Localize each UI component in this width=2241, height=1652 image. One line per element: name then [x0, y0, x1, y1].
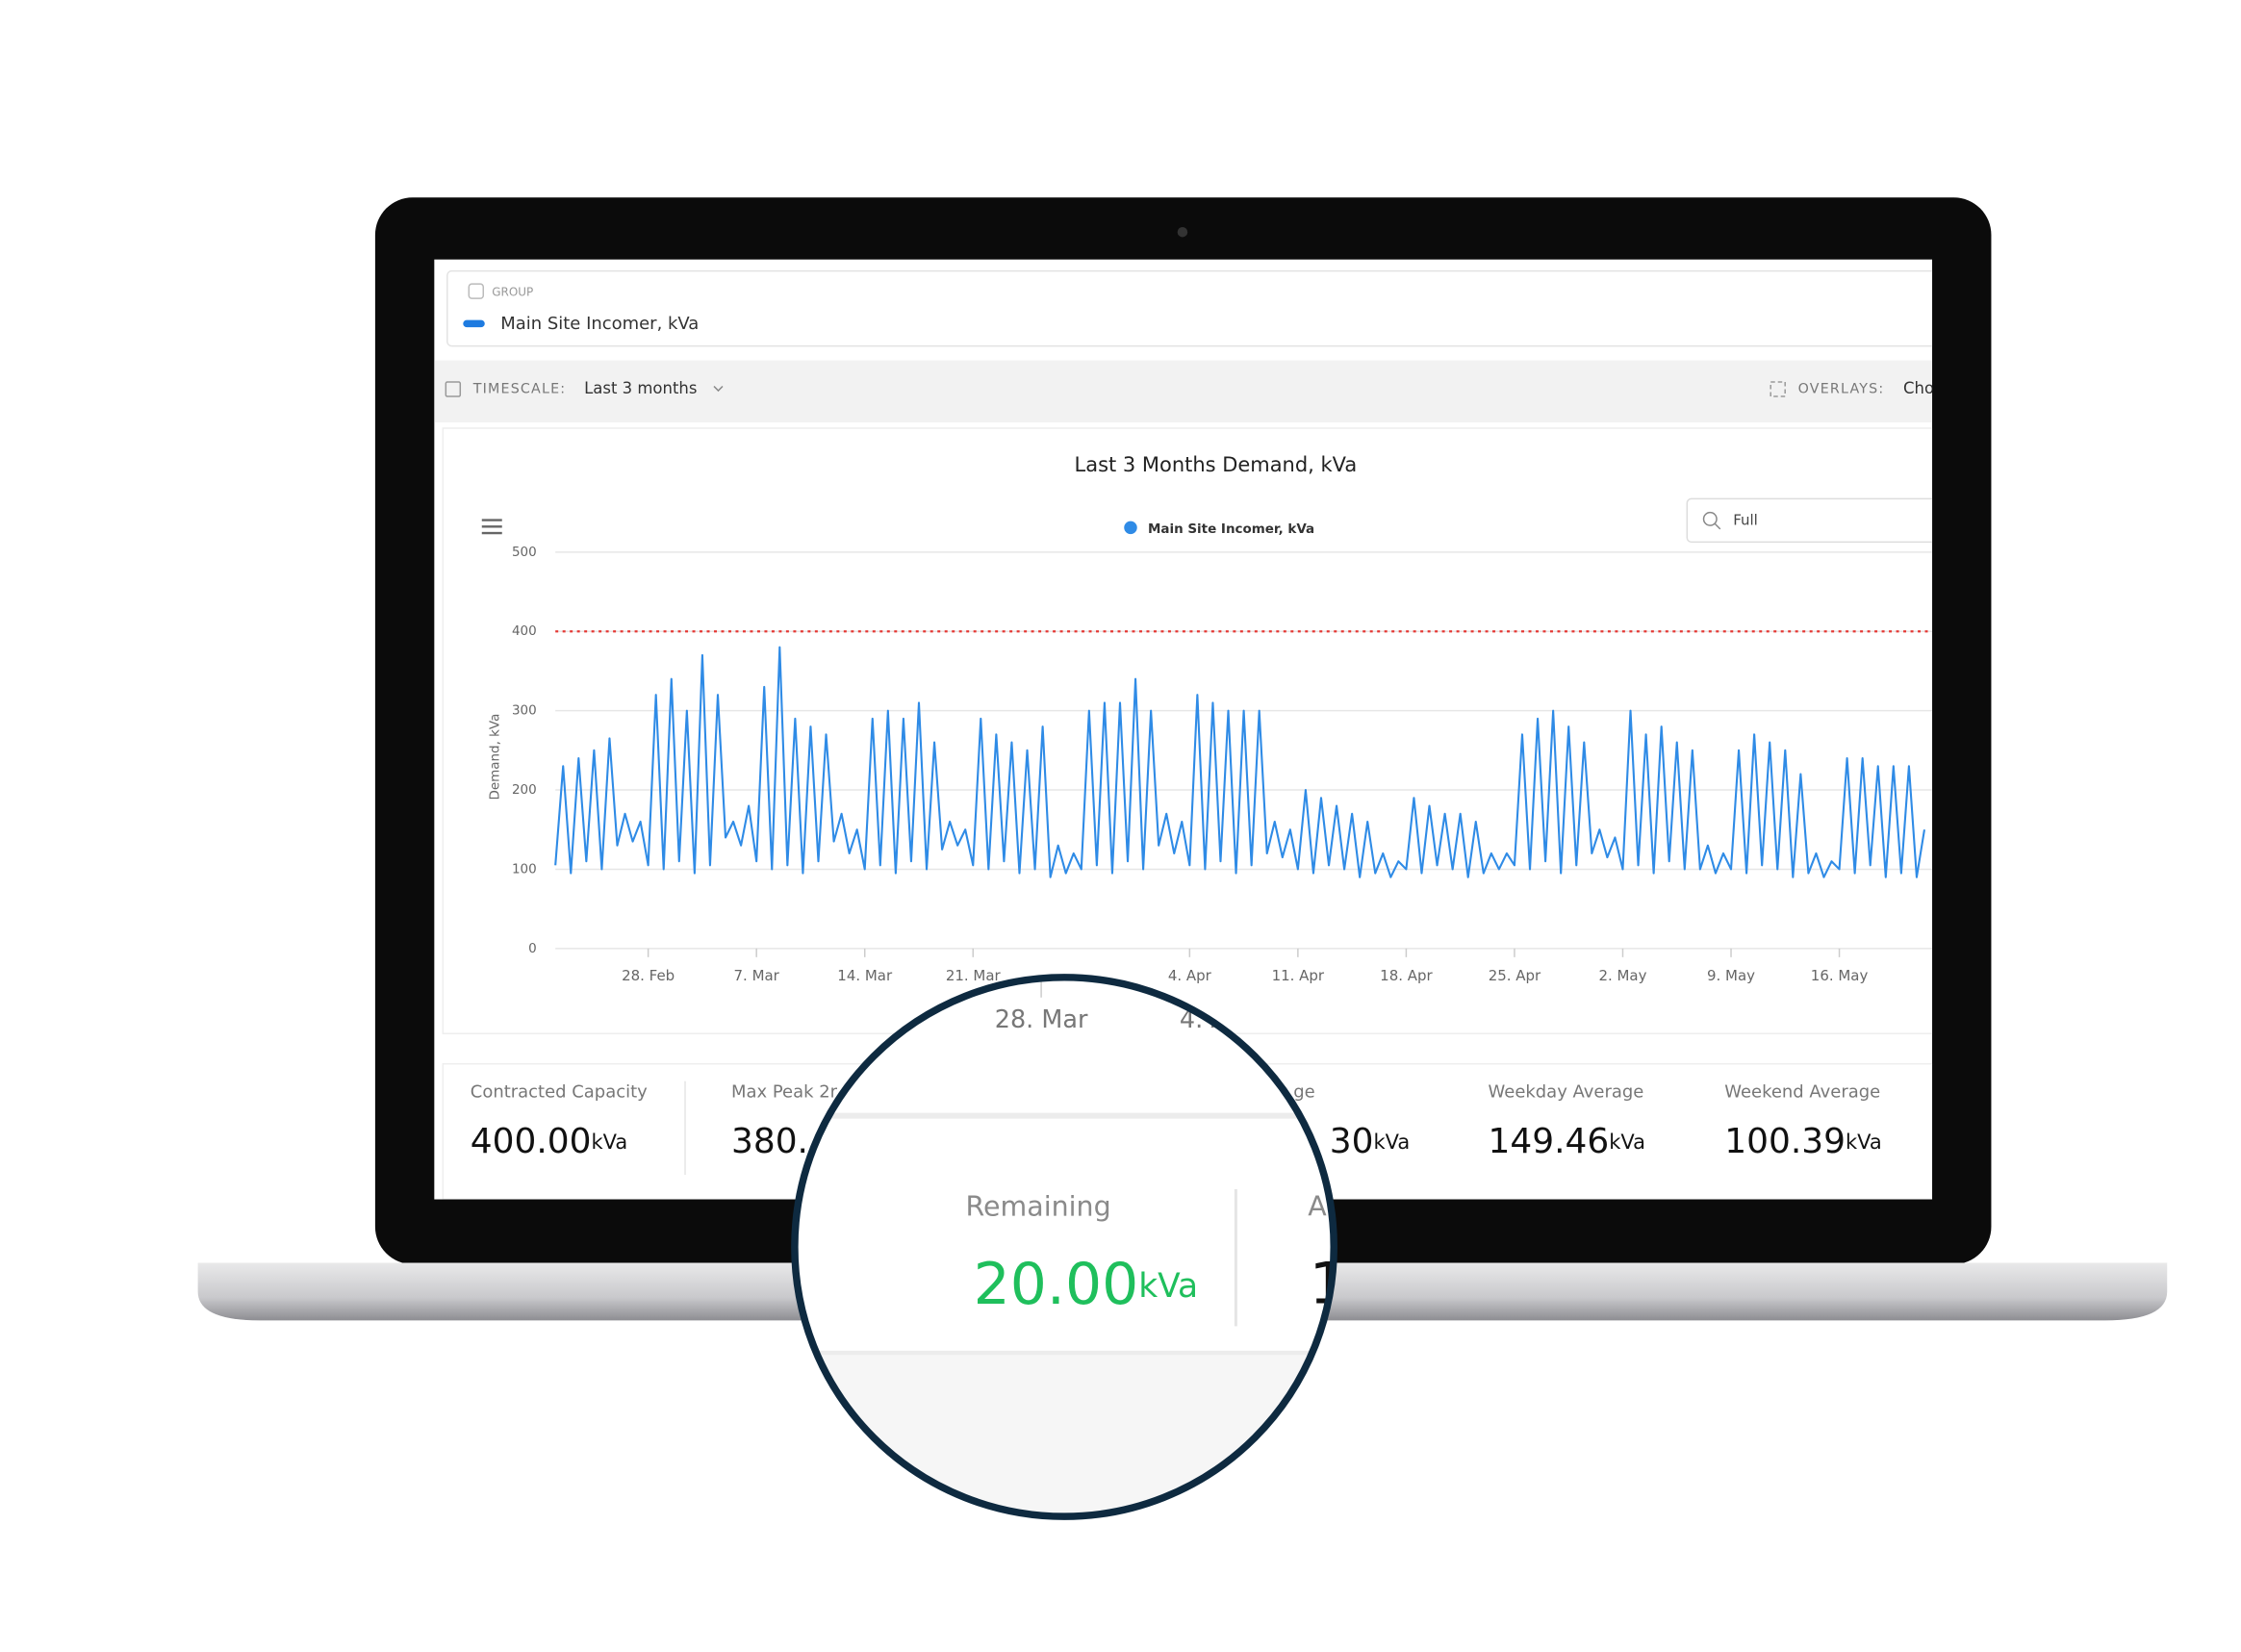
x-tick-label: 28. Feb: [622, 967, 675, 984]
x-tick-label: 18. Apr: [1380, 967, 1433, 984]
chart-title: Last 3 Months Demand, kVa: [1075, 453, 1358, 476]
menu-icon[interactable]: [481, 519, 502, 535]
remaining-value: 20.00kVa: [974, 1251, 1198, 1318]
lens-ring: [791, 974, 1337, 1520]
y-tick-label: 400: [512, 623, 537, 639]
lens-bottom-line: [797, 1350, 1332, 1356]
legend-marker: [1124, 521, 1137, 535]
stat-number: 380.: [731, 1122, 808, 1161]
lens-separator: [797, 1112, 1332, 1119]
toolbar: [434, 360, 1933, 422]
stat-number: 30: [1330, 1122, 1374, 1161]
group-card: [446, 269, 1933, 347]
stat-unit: kVa: [592, 1131, 628, 1154]
legend-label: Main Site Incomer, kVa: [1148, 521, 1314, 537]
zoom-select[interactable]: [1686, 497, 1947, 544]
stat-number: 400.00: [471, 1122, 592, 1161]
stat-label: Weekend Average: [1724, 1082, 1880, 1103]
y-axis-title: Demand, kVa: [487, 714, 502, 801]
stat-number: 100.39: [1724, 1122, 1846, 1161]
search-icon: [1702, 511, 1718, 526]
overlays-icon: [1770, 381, 1786, 397]
stat-label: Contracted Capacity: [471, 1082, 648, 1103]
lens-tick-label: 28. Mar: [995, 1005, 1088, 1034]
camera: [1177, 226, 1188, 238]
lens-lower-area: [797, 1355, 1332, 1514]
timescale-value[interactable]: Last 3 months: [584, 379, 697, 397]
x-tick-label: 4. Apr: [1168, 967, 1212, 984]
overlays-label: OVERLAYS:: [1798, 382, 1885, 397]
group-label: GROUP: [492, 286, 533, 299]
remaining-label: Remaining: [966, 1191, 1111, 1223]
timescale-label: TIMESCALE:: [472, 382, 566, 397]
stat-value: 30kVa: [1330, 1122, 1410, 1161]
overlays-value[interactable]: Cho: [1903, 379, 1934, 397]
stat-number: 149.46: [1489, 1122, 1610, 1161]
series-swatch: [463, 319, 485, 328]
stat-unit: kVa: [1846, 1131, 1882, 1154]
x-tick-label: 9. May: [1707, 967, 1755, 984]
x-tick-label: 7. Mar: [734, 967, 780, 984]
chart-card: [442, 427, 1933, 1034]
stat-label: Max Peak 2r: [731, 1082, 838, 1103]
group-name[interactable]: Main Site Incomer, kVa: [500, 314, 699, 334]
remaining-unit: kVa: [1138, 1266, 1198, 1305]
y-tick-label: 100: [512, 861, 537, 877]
zoom-value[interactable]: Full: [1733, 511, 1758, 528]
x-tick-label: 2. May: [1598, 967, 1646, 984]
group-icon: [468, 283, 485, 299]
calendar-icon: [445, 381, 462, 397]
x-tick-label: 11. Apr: [1272, 967, 1325, 984]
x-tick-label: 21. Mar: [946, 967, 1002, 984]
stat-value: 380.: [731, 1122, 808, 1161]
x-tick-label: 14. Mar: [837, 967, 893, 984]
stat-unit: kVa: [1609, 1131, 1645, 1154]
lens-next-label: A: [1308, 1191, 1327, 1223]
stat-value: 100.39kVa: [1724, 1122, 1881, 1161]
x-tick-label: 16. May: [1811, 967, 1869, 984]
remaining-number: 20.00: [974, 1251, 1139, 1318]
x-tick-label: 25. Apr: [1489, 967, 1541, 984]
stat-label: Weekday Average: [1489, 1082, 1644, 1103]
stat-unit: kVa: [1373, 1131, 1410, 1154]
search-icon-handle: [1714, 522, 1721, 530]
series-line: [554, 646, 1926, 878]
stat-value: 400.00kVa: [471, 1122, 627, 1161]
y-tick-label: 200: [512, 782, 537, 798]
y-tick-label: 500: [512, 545, 537, 560]
y-tick-label: 0: [528, 941, 537, 956]
dropdown-chevron[interactable]: [713, 386, 724, 393]
y-tick-label: 300: [512, 703, 537, 719]
stat-label: ge: [1293, 1082, 1314, 1103]
stat-value: 149.46kVa: [1489, 1122, 1645, 1161]
